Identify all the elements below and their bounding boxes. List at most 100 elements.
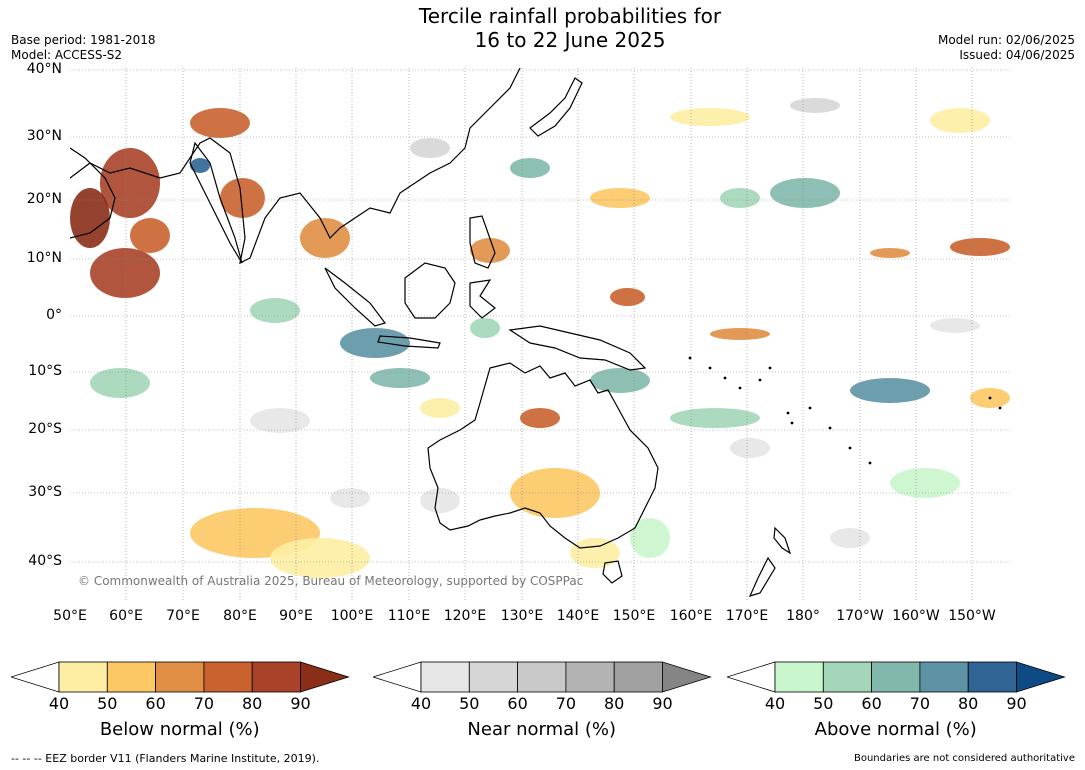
legend-colorbar (727, 661, 1066, 693)
probability-region (270, 538, 370, 578)
new-guinea-coastline (508, 325, 647, 371)
copyright-notice: © Commonwealth of Australia 2025, Bureau… (78, 574, 584, 588)
legend-colorbar (373, 661, 712, 693)
legend-tick-label: 40 (764, 694, 786, 713)
legend-tick-label: 90 (1006, 694, 1027, 713)
probability-shading (70, 98, 1010, 578)
tasmania-coastline (602, 560, 623, 584)
sumatra-coastline (324, 267, 386, 327)
legend-swatch (58, 661, 108, 693)
island-marker (738, 386, 742, 390)
lat-label: 40°N (26, 61, 62, 77)
lat-label: 30°N (26, 128, 62, 144)
sulawesi-coastline (469, 279, 496, 319)
probability-region (730, 438, 770, 458)
legend-tick-label: 50 (97, 694, 118, 713)
probability-region (330, 488, 370, 508)
probability-region (250, 408, 310, 433)
australia-coastline (427, 362, 659, 549)
lat-label: 10°S (28, 363, 62, 379)
probability-region (670, 108, 750, 126)
legend-swatch (468, 661, 519, 693)
legend-tick-label: 70 (193, 694, 215, 713)
probability-region (300, 218, 350, 258)
probability-region (590, 188, 650, 208)
probability-region (590, 368, 650, 393)
lon-label: 70°E (166, 608, 200, 624)
india-coastline (189, 141, 243, 264)
probability-region (100, 148, 160, 218)
probability-region (510, 158, 550, 178)
probability-region (570, 538, 620, 568)
legend-tick-label: 70 (909, 694, 931, 713)
rainfall-probability-map (70, 68, 1010, 600)
borneo-coastline (404, 262, 456, 319)
lon-label: 150°E (612, 608, 656, 624)
lon-label: 170°W (836, 608, 884, 624)
legend-tick-label: 50 (459, 694, 480, 713)
probability-region (190, 158, 210, 173)
lon-label: 170°E (725, 608, 769, 624)
legend-swatch (919, 661, 969, 693)
legend-tick-label: 80 (242, 694, 263, 713)
legend-upper-arrow (1016, 661, 1066, 693)
legend-swatch (822, 661, 873, 693)
probability-region (930, 108, 990, 133)
lon-label: 80°E (223, 608, 257, 624)
lon-label: 160°W (892, 608, 940, 624)
island-marker (828, 426, 832, 430)
issued-date: Issued: 04/06/2025 (959, 48, 1075, 62)
legend-lower-arrow (373, 661, 422, 693)
legend-tick-label: 70 (555, 694, 577, 713)
probability-region (710, 328, 770, 340)
lon-label: 130°E (500, 608, 544, 624)
legend-upper-arrow (662, 661, 712, 693)
legend-tick-label: 50 (813, 694, 834, 713)
legend-swatch (774, 661, 824, 693)
probability-region (420, 398, 460, 418)
japan-coastline (529, 77, 583, 137)
probability-region (770, 178, 840, 208)
lon-label: 140°E (556, 608, 600, 624)
legend-swatch (871, 661, 921, 693)
probability-region (510, 468, 600, 518)
legend-swatch (203, 661, 253, 693)
island-marker (868, 461, 872, 465)
lon-label: 60°E (109, 608, 143, 624)
probability-region (410, 138, 450, 158)
island-marker (848, 446, 852, 450)
probability-region (220, 178, 265, 218)
island-marker (708, 366, 712, 370)
lon-label: 90°E (279, 608, 313, 624)
legend-swatch (517, 661, 567, 693)
legend-swatch (420, 661, 470, 693)
meta-right: Model run: 02/06/2025 Issued: 04/06/2025 (938, 33, 1075, 63)
probability-region (520, 408, 560, 428)
probability-region (130, 218, 170, 253)
probability-region (950, 238, 1010, 256)
probability-region (370, 368, 430, 388)
lat-label: 20°S (28, 421, 62, 437)
model-run: Model run: 02/06/2025 (937, 33, 1075, 47)
legend-tick-label: 60 (861, 694, 882, 713)
legend-tick-label: 90 (652, 694, 673, 713)
base-period: Base period: 1981-2018 (11, 33, 156, 47)
probability-region (250, 298, 300, 323)
lat-label: 0° (46, 307, 62, 323)
lon-label: 110°E (387, 608, 431, 624)
boundaries-note: Boundaries are not considered authoritat… (853, 753, 1075, 764)
legend-colorbar (11, 661, 350, 693)
probability-region (90, 248, 160, 298)
legend-swatch (251, 661, 301, 693)
legend-tick-label: 40 (48, 694, 70, 713)
legend-title: Above normal (%) (814, 719, 977, 740)
legend-swatch (155, 661, 205, 693)
pacific-islands (688, 356, 1002, 465)
lon-label: 180° (786, 608, 820, 624)
legend-tick-label: 90 (290, 694, 311, 713)
legend-title: Below normal (%) (99, 719, 260, 740)
probability-region (190, 108, 250, 138)
island-marker (688, 356, 692, 360)
legend-upper-arrow (300, 661, 350, 693)
lat-label: 40°S (28, 553, 62, 569)
